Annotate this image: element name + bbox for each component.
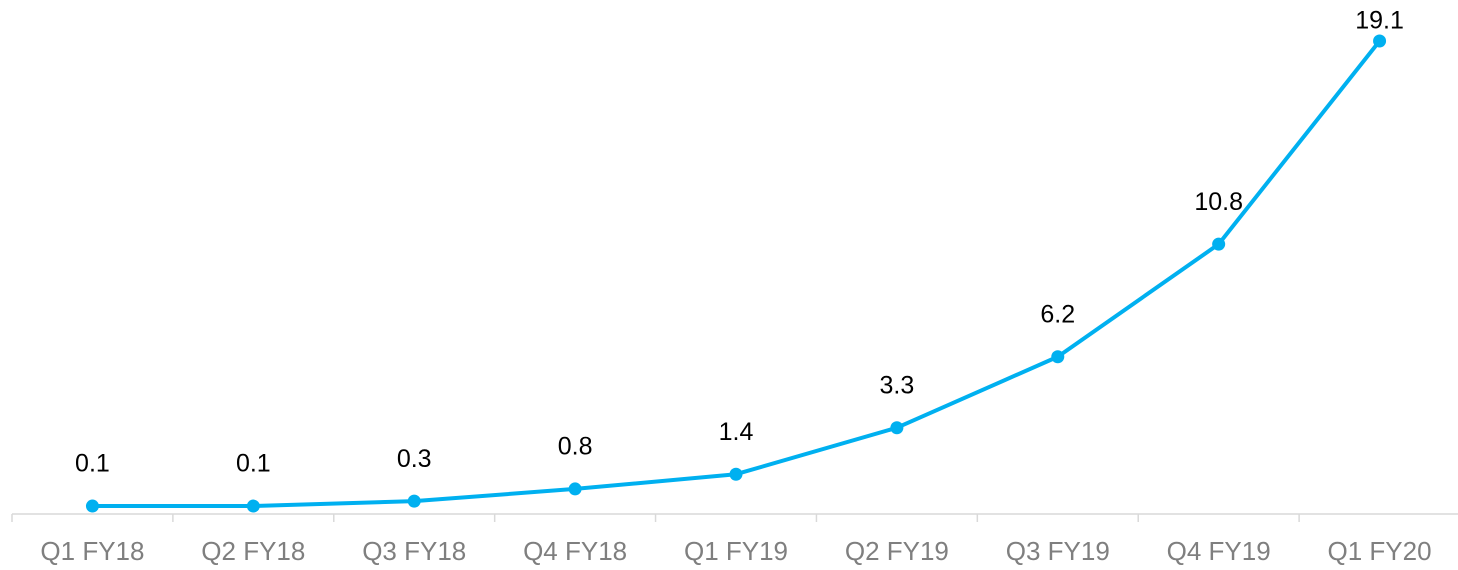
data-label: 0.3 — [397, 445, 432, 473]
x-tick-label: Q4 FY18 — [523, 536, 627, 566]
data-label: 3.3 — [880, 371, 915, 399]
x-tick-label: Q1 FY18 — [40, 536, 144, 566]
marker — [568, 482, 582, 496]
data-label: 10.8 — [1194, 188, 1243, 216]
marker — [85, 499, 99, 513]
data-label: 19.1 — [1355, 7, 1404, 35]
marker — [729, 467, 743, 481]
x-tick-label: Q2 FY18 — [201, 536, 305, 566]
x-tick-label: Q4 FY19 — [1167, 536, 1271, 566]
marker — [1212, 237, 1226, 251]
data-label: 0.1 — [236, 450, 271, 478]
x-tick-label: Q3 FY19 — [1006, 536, 1110, 566]
x-tick-label: Q2 FY19 — [845, 536, 949, 566]
marker — [1051, 350, 1065, 364]
data-label: 0.1 — [75, 450, 110, 478]
marker — [1373, 34, 1387, 48]
data-label: 6.2 — [1040, 300, 1075, 328]
marker — [407, 494, 421, 508]
x-tick-label: Q1 FY20 — [1328, 536, 1432, 566]
marker — [890, 421, 904, 435]
x-tick-label: Q1 FY19 — [684, 536, 788, 566]
data-label: 1.4 — [719, 418, 754, 446]
data-label: 0.8 — [558, 433, 593, 461]
marker — [246, 499, 260, 513]
x-tick-label: Q3 FY18 — [362, 536, 466, 566]
